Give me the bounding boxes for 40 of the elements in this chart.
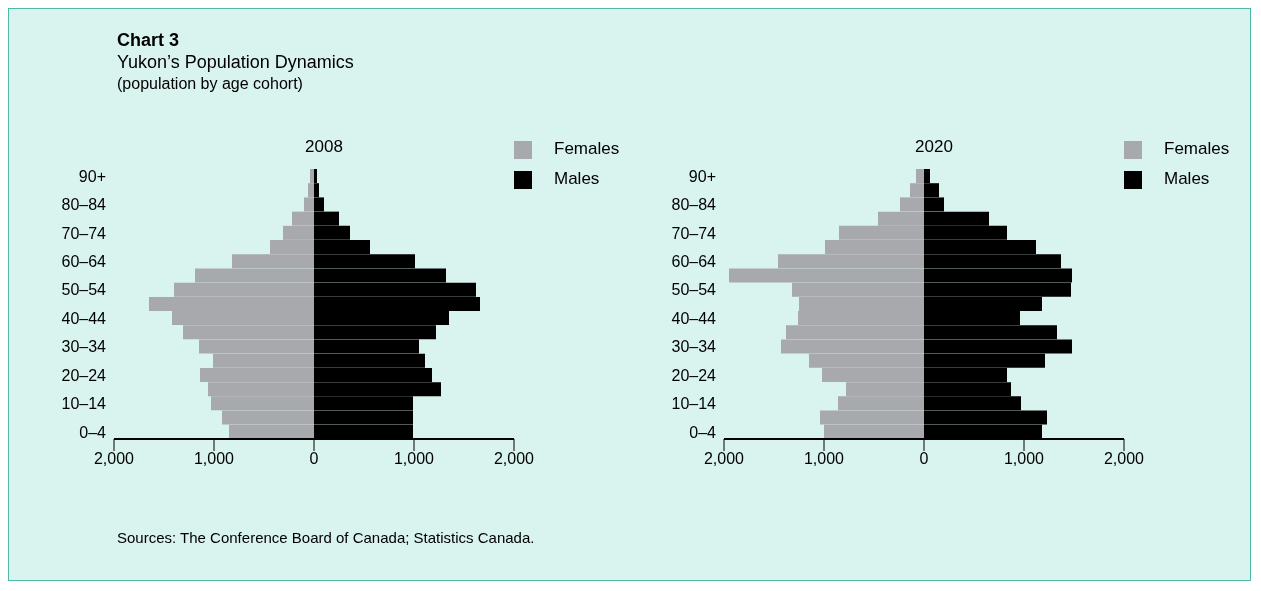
x-tick-label: 0	[919, 450, 929, 468]
y-tick-label: 30–34	[671, 338, 717, 356]
x-tick-label: 2,000	[93, 450, 135, 468]
x-tick-label: 2,000	[1103, 450, 1145, 468]
x-tick-label: 1,000	[393, 450, 435, 468]
x-tick-label: 1,000	[803, 450, 845, 468]
x-tick-label: 1,000	[1003, 450, 1045, 468]
y-tick-label: 0–4	[79, 423, 107, 441]
legend-label: Females	[1164, 139, 1230, 158]
x-tick-label: 2,000	[493, 450, 535, 468]
legend-label: Females	[554, 139, 620, 158]
caption: Chart 3	[117, 29, 180, 51]
y-tick-label: 0–4	[689, 423, 717, 441]
y-tick-label: 50–54	[671, 281, 717, 299]
y-tick-label: 10–14	[61, 395, 107, 413]
y-tick-label: 20–24	[671, 366, 717, 384]
legend-label: Males	[554, 169, 600, 188]
legend-label: Males	[1164, 169, 1210, 188]
y-tick-label: 40–44	[61, 309, 107, 327]
y-tick-label: 70–74	[671, 224, 717, 242]
y-tick-label: 60–64	[671, 253, 717, 271]
y-tick-label: 50–54	[61, 281, 107, 299]
x-tick-label: 2,000	[703, 450, 745, 468]
x-tick-label: 0	[309, 450, 319, 468]
y-tick-label: 80–84	[671, 196, 717, 214]
y-tick-label: 90+	[78, 167, 106, 185]
y-tick-label: 70–74	[61, 224, 107, 242]
y-tick-label: 40–44	[671, 309, 717, 327]
y-tick-label: 90+	[688, 167, 716, 185]
text: (population by age cohort)	[117, 74, 304, 94]
y-tick-label: 10–14	[671, 395, 717, 413]
y-tick-label: 60–64	[61, 253, 107, 271]
chart-title: 2020	[914, 137, 954, 157]
text: Yukon’s Population Dynamics	[117, 51, 354, 73]
x-tick-label: 1,000	[193, 450, 235, 468]
y-tick-label: 20–24	[61, 366, 107, 384]
chart-title: 2008	[304, 137, 344, 157]
source-note: Sources: The Conference Board of Canada; Statistics Canada.	[117, 529, 535, 546]
y-tick-label: 80–84	[61, 196, 107, 214]
y-tick-label: 30–34	[61, 338, 107, 356]
